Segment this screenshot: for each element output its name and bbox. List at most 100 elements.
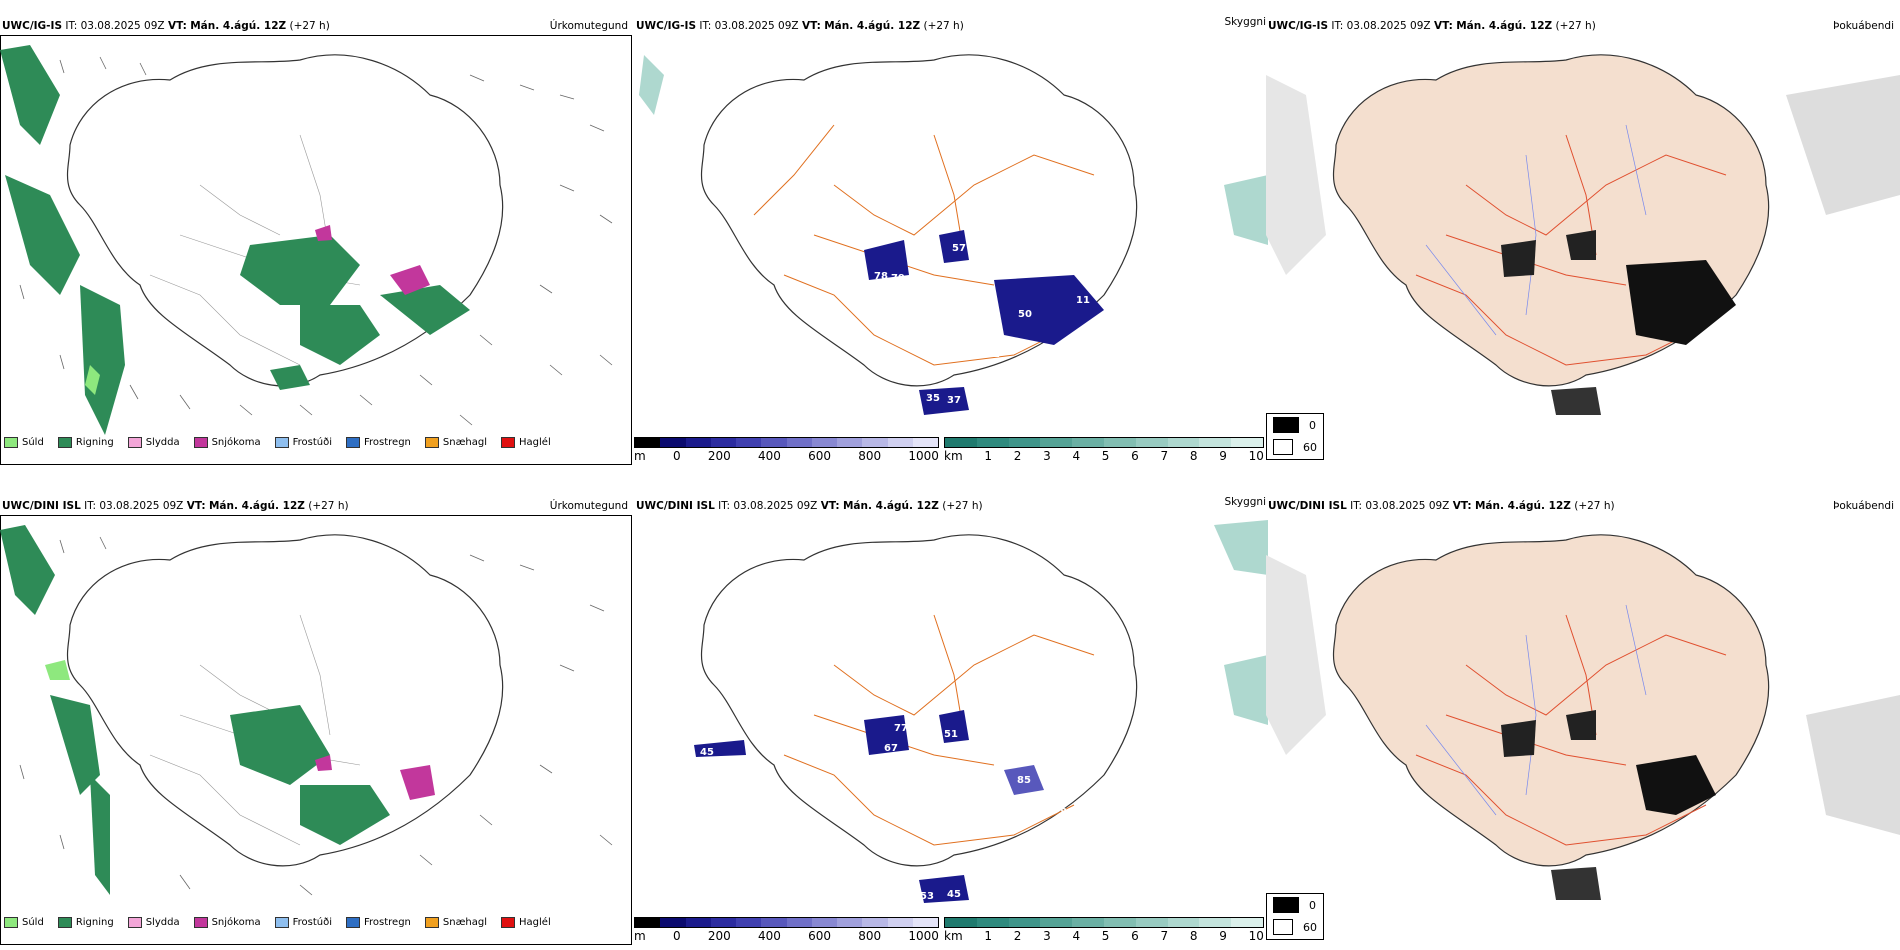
panel-visibility-bottom: UWC/DINI ISL IT: 03.08.2025 09Z VT: Mán.… bbox=[634, 480, 1268, 950]
svg-text:85: 85 bbox=[1017, 775, 1031, 786]
fog-legend-bottom: 0 60 bbox=[1266, 893, 1324, 940]
colorbar-swatch bbox=[635, 918, 661, 927]
colorbar-swatch bbox=[1135, 918, 1168, 927]
colorbar-swatch bbox=[1103, 438, 1136, 447]
field-title: Þokuábendi bbox=[1833, 500, 1894, 512]
iceland-coastline bbox=[1332, 534, 1770, 867]
colorbar-swatch bbox=[862, 918, 888, 927]
colorbar-swatch bbox=[1008, 918, 1041, 927]
legend-item: Rigning bbox=[57, 437, 114, 448]
svg-text:77: 77 bbox=[894, 723, 908, 734]
iceland-fog-map bbox=[1266, 54, 1900, 415]
legend-item: Frostregn bbox=[346, 917, 411, 928]
colorbar-swatch bbox=[1103, 918, 1136, 927]
height-colorbar-ticks: m 0 200 400 600 800 1000 bbox=[634, 449, 939, 463]
panel-header: UWC/DINI ISL IT: 03.08.2025 09Z VT: Mán.… bbox=[1268, 500, 1615, 512]
colorbar-swatch bbox=[1167, 438, 1200, 447]
visibility-colorbar-ticks: km 1 2 3 4 5 6 7 8 9 10 bbox=[944, 449, 1264, 463]
colorbar-swatch bbox=[1040, 918, 1073, 927]
visibility-colorbar-swatches bbox=[944, 917, 1264, 928]
colorbar-swatch bbox=[837, 438, 863, 447]
height-colorbar: m 0 200 400 600 800 1000 bbox=[634, 437, 939, 463]
height-colorbar-swatches bbox=[634, 437, 939, 448]
svg-text:88: 88 bbox=[1060, 807, 1074, 818]
panel-header: UWC/DINI ISL IT: 03.08.2025 09Z VT: Mán.… bbox=[2, 500, 349, 512]
iceland-precip-map bbox=[0, 525, 613, 896]
iceland-coastline bbox=[700, 54, 1138, 387]
fog-areas bbox=[1501, 230, 1736, 415]
rivers bbox=[1425, 124, 1647, 336]
svg-text:67: 67 bbox=[884, 743, 898, 754]
svg-text:79: 79 bbox=[891, 273, 905, 284]
colorbar-swatch bbox=[786, 918, 812, 927]
legend-item: Frostúði bbox=[274, 917, 332, 928]
legend-item: Frostregn bbox=[346, 437, 411, 448]
colorbar-swatch bbox=[685, 918, 711, 927]
colorbar-swatch bbox=[1199, 918, 1232, 927]
svg-text:12: 12 bbox=[986, 349, 1000, 360]
svg-text:30: 30 bbox=[1054, 791, 1068, 802]
field-title: Úrkomutegund bbox=[549, 20, 628, 32]
wind-barbs bbox=[19, 54, 613, 426]
colorbar-swatch bbox=[811, 438, 837, 447]
legend-item: Snjókoma bbox=[193, 917, 261, 928]
panel-precip-bottom: UWC/DINI ISL IT: 03.08.2025 09Z VT: Mán.… bbox=[0, 480, 634, 950]
svg-text:50: 50 bbox=[1018, 309, 1032, 320]
height-colorbar-ticks: m 0 200 400 600 800 1000 bbox=[634, 929, 939, 943]
field-title: Skyggni bbox=[1224, 496, 1267, 508]
visibility-colorbar-swatches bbox=[944, 437, 1264, 448]
colorbar-swatch bbox=[1231, 438, 1263, 447]
iceland-coastline bbox=[1332, 54, 1770, 387]
legend-item: Haglél bbox=[501, 917, 551, 928]
svg-text:51: 51 bbox=[944, 729, 958, 740]
panel-header: UWC/IG-IS IT: 03.08.2025 09Z VT: Mán. 4.… bbox=[636, 20, 964, 32]
visibility-colorbar: km 1 2 3 4 5 6 7 8 9 10 bbox=[944, 917, 1264, 943]
colorbar-swatch bbox=[862, 438, 888, 447]
legend-item: Haglél bbox=[501, 437, 551, 448]
legend-item: Súld bbox=[4, 917, 44, 928]
precip-type-legend: Súld Rigning Slydda Snjókoma Frostúði Fr… bbox=[4, 437, 551, 448]
legend-item: Rigning bbox=[57, 917, 114, 928]
panel-header: UWC/DINI ISL IT: 03.08.2025 09Z VT: Mán.… bbox=[636, 500, 983, 512]
svg-text:57: 57 bbox=[952, 243, 966, 254]
legend-item: Slydda bbox=[127, 917, 180, 928]
iceland-coastline bbox=[66, 534, 504, 867]
height-colorbar: m 0 200 400 600 800 1000 bbox=[634, 917, 939, 943]
colorbar-swatch bbox=[685, 438, 711, 447]
colorbar-swatch bbox=[1072, 918, 1104, 927]
road-network bbox=[1415, 134, 1727, 366]
colorbar-swatch bbox=[837, 918, 863, 927]
iceland-visibility-map: 77 67 51 85 30 88 53 45 45 bbox=[694, 520, 1268, 903]
colorbar-swatch bbox=[710, 438, 736, 447]
precip-areas bbox=[0, 45, 470, 435]
colorbar-swatch bbox=[1072, 438, 1104, 447]
iceland-visibility-map: 57 78 79 50 11 12 35 37 bbox=[639, 54, 1268, 415]
svg-text:45: 45 bbox=[700, 747, 714, 758]
panel-fog-bottom: UWC/DINI ISL IT: 03.08.2025 09Z VT: Mán.… bbox=[1266, 480, 1900, 950]
map-frame bbox=[0, 515, 632, 945]
colorbar-swatch bbox=[945, 438, 977, 447]
colorbar-swatch bbox=[976, 438, 1009, 447]
colorbar-swatch bbox=[912, 918, 938, 927]
colorbar-swatch bbox=[635, 438, 661, 447]
colorbar-swatch bbox=[710, 918, 736, 927]
iceland-coastline bbox=[66, 54, 504, 387]
colorbar-swatch bbox=[976, 918, 1009, 927]
fog-areas bbox=[1501, 710, 1716, 900]
panel-precip-top: UWC/IG-IS IT: 03.08.2025 09Z VT: Mán. 4.… bbox=[0, 0, 634, 470]
colorbar-swatch bbox=[761, 438, 787, 447]
precip-type-legend: Súld Rigning Slydda Snjókoma Frostúði Fr… bbox=[4, 917, 551, 928]
colorbar-swatch bbox=[1167, 918, 1200, 927]
svg-text:11: 11 bbox=[1076, 295, 1090, 306]
panel-fog-top: UWC/IG-IS IT: 03.08.2025 09Z VT: Mán. 4.… bbox=[1266, 0, 1900, 470]
colorbar-swatch bbox=[1008, 438, 1041, 447]
legend-item: Snjókoma bbox=[193, 437, 261, 448]
rivers bbox=[1425, 604, 1647, 816]
iceland-precip-map bbox=[0, 45, 613, 435]
legend-item: Snæhagl bbox=[424, 437, 487, 448]
field-title: Skyggni bbox=[1224, 16, 1267, 28]
svg-text:45: 45 bbox=[947, 889, 961, 900]
cloud-base-labels: 77 67 51 85 30 88 53 45 45 bbox=[700, 723, 1074, 902]
legend-item: Snæhagl bbox=[424, 917, 487, 928]
colorbar-swatch bbox=[736, 918, 762, 927]
